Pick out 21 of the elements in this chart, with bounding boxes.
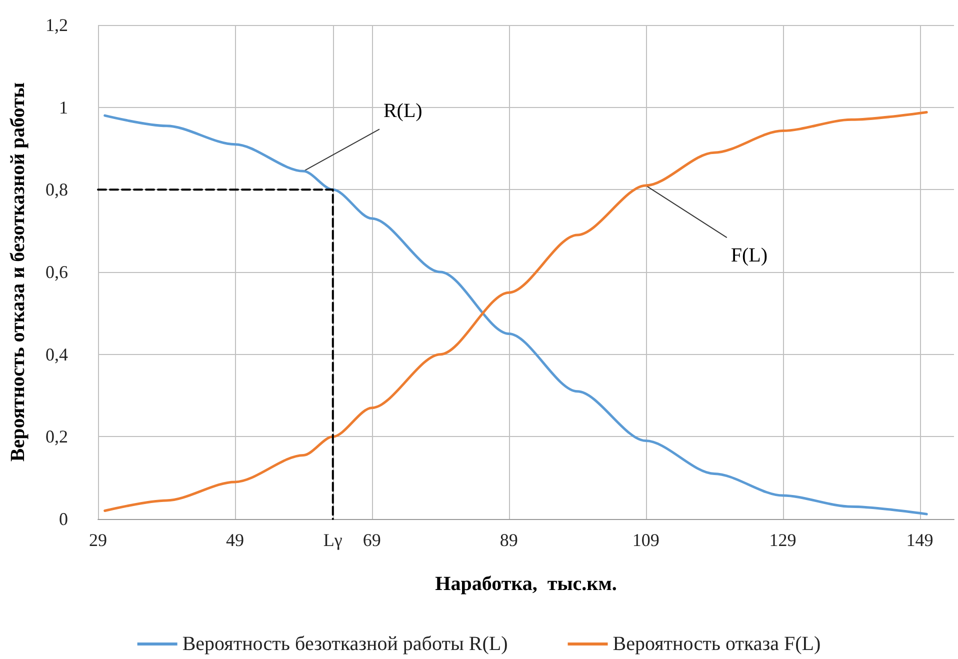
x-tick-label: 129 <box>769 530 796 550</box>
x-tick-label: 49 <box>226 530 244 550</box>
x-tick-label: Lγ <box>323 530 342 550</box>
legend-label: Вероятность отказа F(L) <box>612 633 821 655</box>
y-tick-label: 0,6 <box>46 262 68 282</box>
x-tick-label: 89 <box>500 530 518 550</box>
x-axis-title: Наработка, тыс.км. <box>435 573 617 595</box>
y-tick-label: 1,2 <box>46 15 68 35</box>
y-tick-label: 0,2 <box>46 426 68 447</box>
x-tick-label: 149 <box>906 530 934 550</box>
y-tick-label: 0,4 <box>46 344 68 364</box>
y-tick-label: 0,8 <box>46 180 68 200</box>
annotation: F(L) <box>730 244 768 267</box>
annotation: R(L) <box>383 100 422 122</box>
y-axis-title: Вероятность отказа и безотказной работы <box>7 82 29 462</box>
x-tick-label: 69 <box>362 530 381 550</box>
y-tick-label: 1 <box>59 97 68 118</box>
legend-label: Вероятность безотказной работы R(L) <box>182 633 508 655</box>
x-tick-label: 29 <box>89 530 107 550</box>
x-tick-label: 109 <box>632 530 660 550</box>
y-tick-label: 0 <box>59 509 68 529</box>
